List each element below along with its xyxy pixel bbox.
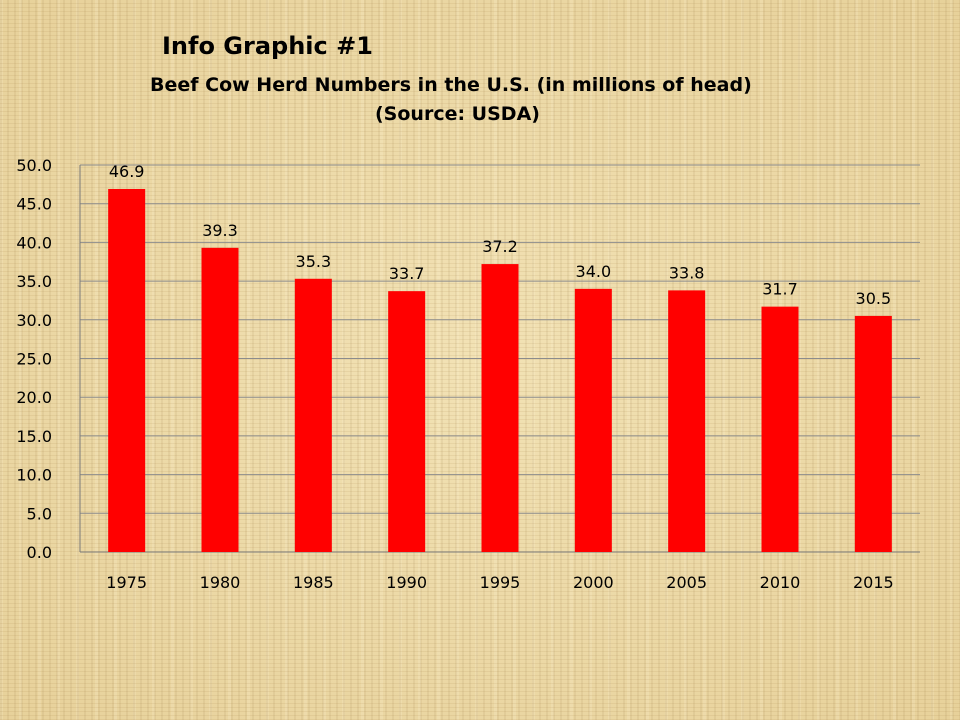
data-label: 37.2 [482, 237, 518, 256]
chart-source: (Source: USDA) [375, 103, 540, 125]
y-tick-label: 30.0 [16, 311, 52, 330]
bar [668, 290, 706, 552]
y-tick-label: 15.0 [16, 427, 52, 446]
y-tick-label: 45.0 [16, 195, 52, 214]
y-tick-label: 0.0 [27, 543, 52, 562]
x-tick-label: 1975 [106, 573, 147, 592]
y-tick-label: 10.0 [16, 466, 52, 485]
data-label: 31.7 [762, 280, 798, 299]
y-tick-label: 5.0 [27, 504, 52, 523]
bar [294, 278, 332, 552]
data-label: 30.5 [856, 289, 892, 308]
bar [761, 306, 799, 552]
chart-subtitle: Beef Cow Herd Numbers in the U.S. (in mi… [150, 74, 752, 96]
data-label: 46.9 [109, 162, 145, 181]
data-label: 33.7 [389, 264, 425, 283]
x-tick-label: 2010 [760, 573, 801, 592]
y-tick-label: 40.0 [16, 233, 52, 252]
x-tick-label: 1980 [200, 573, 241, 592]
x-tick-label: 1995 [480, 573, 521, 592]
y-tick-label: 35.0 [16, 272, 52, 291]
bar [201, 247, 239, 552]
y-tick-label: 50.0 [16, 156, 52, 175]
x-tick-label: 2000 [573, 573, 614, 592]
y-tick-label: 20.0 [16, 388, 52, 407]
bar [388, 291, 426, 552]
x-tick-label: 1990 [386, 573, 427, 592]
x-tick-label: 2005 [666, 573, 707, 592]
bar [481, 264, 519, 552]
main-title: Info Graphic #1 [162, 32, 373, 60]
bar [574, 288, 612, 552]
x-tick-label: 1985 [293, 573, 334, 592]
x-tick-label: 2015 [853, 573, 894, 592]
bar [108, 188, 146, 552]
data-label: 39.3 [202, 221, 238, 240]
data-label: 35.3 [296, 252, 332, 271]
data-label: 34.0 [576, 262, 612, 281]
y-tick-label: 25.0 [16, 350, 52, 369]
bar [854, 315, 892, 552]
data-label: 33.8 [669, 263, 705, 282]
